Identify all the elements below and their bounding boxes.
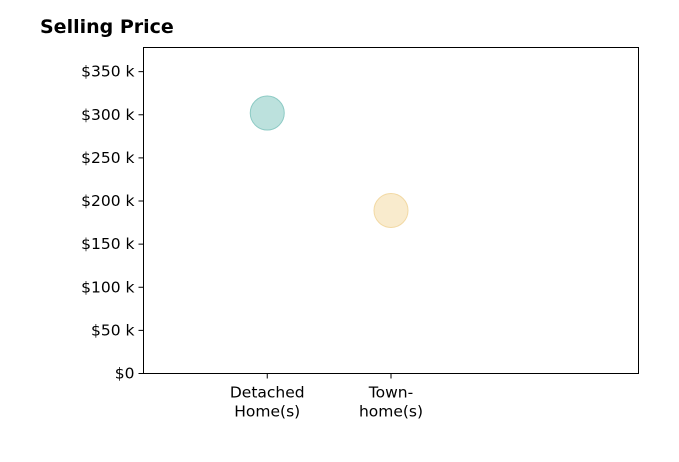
y-tick-label: $150 k (81, 235, 134, 253)
points-layer (249, 95, 409, 228)
y-axis: $0 $50 k $100 k $150 k $200 k $250 k $300 k $35… (81, 63, 144, 383)
y-tick-label: $200 k (81, 192, 134, 210)
x-axis: Detached Home(s) Town-home(s) (230, 373, 423, 421)
x-tick-label: Town-home(s) (359, 384, 423, 421)
x-tick-label: Detached Home(s) (230, 384, 305, 421)
y-tick-label: $0 (115, 365, 135, 383)
chart-title: Selling Price (40, 16, 174, 38)
y-tick-label: $50 k (91, 321, 135, 339)
plot-frame (143, 47, 639, 374)
y-tick-label: $300 k (81, 106, 134, 124)
data-point (249, 95, 285, 131)
data-point (373, 193, 409, 228)
y-tick-label: $250 k (81, 149, 134, 167)
y-tick-label: $100 k (81, 278, 134, 296)
y-tick-label: $350 k (81, 63, 134, 81)
